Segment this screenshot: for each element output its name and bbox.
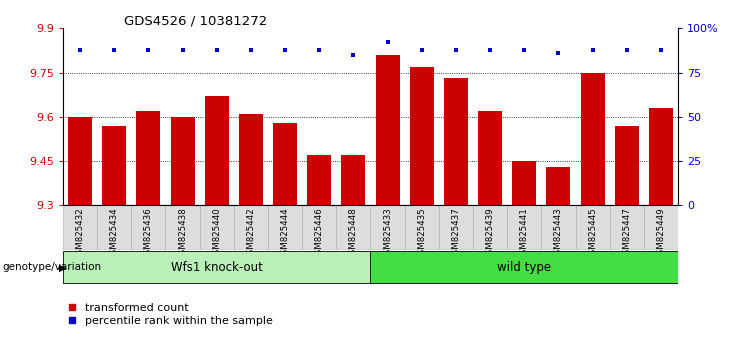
- Bar: [342, 155, 365, 205]
- Point: [176, 47, 188, 52]
- Bar: [308, 155, 331, 205]
- Bar: [97, 205, 131, 250]
- Text: ▶: ▶: [59, 262, 67, 272]
- Bar: [136, 111, 160, 205]
- Text: GSM825448: GSM825448: [349, 207, 358, 260]
- Bar: [546, 167, 571, 205]
- Point: [587, 47, 599, 52]
- Text: GSM825434: GSM825434: [110, 207, 119, 260]
- Point: [621, 47, 633, 52]
- Bar: [102, 126, 126, 205]
- Text: GSM825440: GSM825440: [212, 207, 222, 260]
- Bar: [410, 67, 433, 205]
- Bar: [234, 205, 268, 250]
- Text: GSM825437: GSM825437: [451, 207, 460, 260]
- Bar: [302, 205, 336, 250]
- Bar: [507, 205, 542, 250]
- Text: GSM825443: GSM825443: [554, 207, 563, 260]
- Bar: [610, 205, 644, 250]
- Bar: [615, 126, 639, 205]
- Point: [553, 50, 565, 56]
- Text: GSM825441: GSM825441: [519, 207, 529, 260]
- Text: wild type: wild type: [497, 261, 551, 274]
- Bar: [473, 205, 507, 250]
- Bar: [581, 73, 605, 205]
- Bar: [239, 114, 263, 205]
- Text: GSM825444: GSM825444: [281, 207, 290, 260]
- Bar: [63, 205, 97, 250]
- Bar: [131, 205, 165, 250]
- Text: GSM825433: GSM825433: [383, 207, 392, 260]
- Point: [382, 40, 393, 45]
- Text: GSM825438: GSM825438: [178, 207, 187, 260]
- Point: [210, 47, 222, 52]
- Point: [108, 47, 120, 52]
- Bar: [63, 251, 370, 283]
- Text: GSM825436: GSM825436: [144, 207, 153, 260]
- Text: GSM825449: GSM825449: [657, 207, 665, 260]
- Point: [518, 47, 530, 52]
- Point: [484, 47, 496, 52]
- Bar: [542, 205, 576, 250]
- Bar: [268, 205, 302, 250]
- Point: [142, 47, 154, 52]
- Point: [279, 47, 291, 52]
- Point: [313, 47, 325, 52]
- Text: Wfs1 knock-out: Wfs1 knock-out: [171, 261, 262, 274]
- Point: [416, 47, 428, 52]
- Bar: [68, 117, 92, 205]
- Text: GDS4526 / 10381272: GDS4526 / 10381272: [124, 14, 268, 27]
- Legend: transformed count, percentile rank within the sample: transformed count, percentile rank withi…: [68, 303, 273, 326]
- Text: genotype/variation: genotype/variation: [2, 262, 102, 272]
- Text: GSM825447: GSM825447: [622, 207, 631, 260]
- Bar: [439, 205, 473, 250]
- Text: GSM825435: GSM825435: [417, 207, 426, 260]
- Text: GSM825442: GSM825442: [247, 207, 256, 260]
- Bar: [370, 205, 405, 250]
- Bar: [649, 108, 673, 205]
- Bar: [444, 79, 468, 205]
- Point: [348, 52, 359, 58]
- Bar: [336, 205, 370, 250]
- Point: [655, 47, 667, 52]
- Point: [450, 47, 462, 52]
- Point: [74, 47, 86, 52]
- Bar: [576, 205, 610, 250]
- Bar: [273, 123, 297, 205]
- Text: GSM825445: GSM825445: [588, 207, 597, 260]
- Bar: [199, 205, 234, 250]
- Bar: [376, 55, 399, 205]
- Text: GSM825432: GSM825432: [76, 207, 84, 260]
- Text: GSM825439: GSM825439: [485, 207, 494, 260]
- Text: GSM825446: GSM825446: [315, 207, 324, 260]
- Bar: [165, 205, 199, 250]
- Point: [245, 47, 257, 52]
- Bar: [644, 205, 678, 250]
- Bar: [512, 161, 536, 205]
- Bar: [405, 205, 439, 250]
- Bar: [478, 111, 502, 205]
- Bar: [205, 96, 229, 205]
- Bar: [170, 117, 195, 205]
- Bar: [370, 251, 678, 283]
